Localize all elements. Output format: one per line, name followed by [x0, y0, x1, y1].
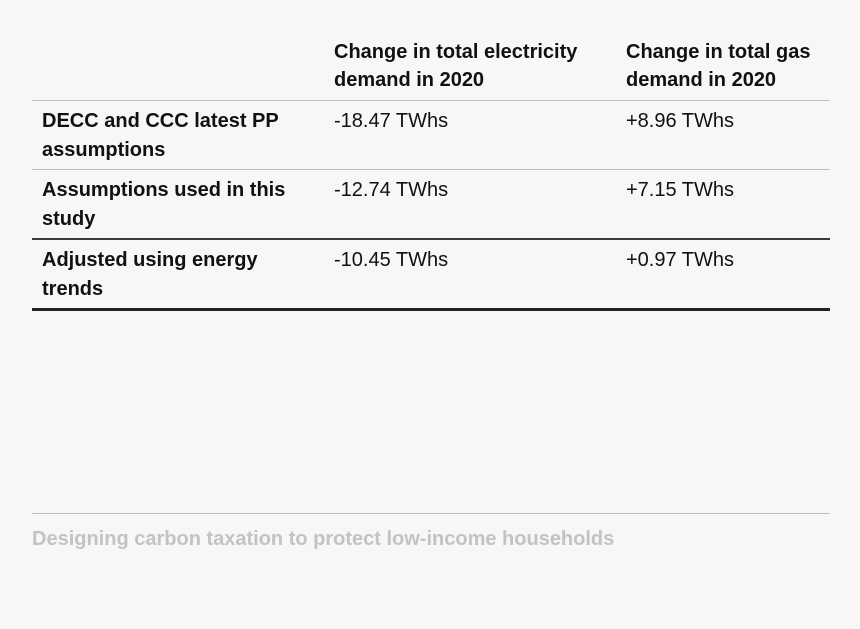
- demand-change-table: Change in total electricity demand in 20…: [32, 38, 830, 311]
- footer-document-title: Designing carbon taxation to protect low…: [32, 528, 615, 550]
- electricity-value: -12.74 TWhs: [324, 169, 616, 240]
- table-header: Change in total electricity demand in 20…: [32, 38, 830, 101]
- header-row: Change in total electricity demand in 20…: [32, 38, 830, 101]
- electricity-value: -10.45 TWhs: [324, 239, 616, 311]
- gas-value: +7.15 TWhs: [616, 169, 830, 240]
- table-row: Adjusted using energy trends -10.45 TWhs…: [32, 239, 830, 311]
- table-body: DECC and CCC latest PP assumptions -18.4…: [32, 100, 830, 311]
- row-label: Assumptions used in this study: [32, 169, 324, 240]
- row-label: Adjusted using energy trends: [32, 239, 324, 311]
- gas-value: +0.97 TWhs: [616, 239, 830, 311]
- header-electricity-demand: Change in total electricity demand in 20…: [324, 38, 616, 101]
- header-blank-cell: [32, 38, 324, 101]
- table-row: Assumptions used in this study -12.74 TW…: [32, 169, 830, 240]
- gas-value: +8.96 TWhs: [616, 100, 830, 170]
- header-gas-demand: Change in total gas demand in 2020: [616, 38, 830, 101]
- row-label: DECC and CCC latest PP assumptions: [32, 100, 324, 170]
- demand-change-table-container: Change in total electricity demand in 20…: [32, 38, 830, 311]
- table-row: DECC and CCC latest PP assumptions -18.4…: [32, 100, 830, 170]
- electricity-value: -18.47 TWhs: [324, 100, 616, 170]
- footer-divider: [32, 513, 830, 514]
